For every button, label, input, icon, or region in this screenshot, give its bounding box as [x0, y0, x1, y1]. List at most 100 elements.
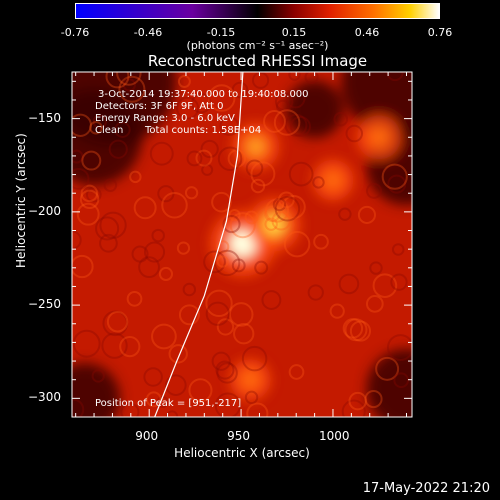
- texture-ring: [275, 99, 290, 114]
- texture-ring: [342, 318, 364, 339]
- y-axis-label: Heliocentric Y (arcsec): [14, 133, 28, 268]
- texture-ring: [254, 260, 269, 275]
- texture-ring: [272, 197, 287, 212]
- texture-ring: [264, 205, 281, 223]
- texture-ring: [216, 362, 238, 384]
- texture-ring: [105, 72, 130, 89]
- texture-ring: [114, 121, 131, 138]
- texture-ring: [131, 245, 149, 263]
- texture-ring: [349, 320, 372, 342]
- x-axis-label: Heliocentric X (arcsec): [174, 446, 310, 460]
- texture-ring: [143, 241, 166, 263]
- texture-ring: [129, 170, 142, 184]
- texture-ring: [338, 207, 352, 221]
- texture-ring: [244, 210, 259, 225]
- texture-ring: [95, 216, 120, 241]
- texture-ring: [274, 92, 294, 112]
- colorbar-tick-label: -0.76: [60, 26, 90, 39]
- texture-ring: [229, 212, 256, 239]
- texture-ring: [216, 255, 229, 268]
- texture-ring: [99, 211, 127, 239]
- texture-ring: [120, 402, 140, 417]
- texture-ring: [348, 391, 367, 411]
- dark-region: [72, 363, 121, 417]
- dark-region: [341, 72, 412, 138]
- texture-ring: [211, 191, 232, 213]
- texture-ring: [89, 120, 103, 135]
- texture-ring: [99, 233, 118, 253]
- texture-ring: [118, 75, 146, 103]
- texture-ring: [108, 139, 128, 159]
- colorbar-tick-label: 0.46: [354, 26, 380, 39]
- solar-limb-curve: [154, 72, 244, 417]
- texture-ring: [92, 114, 107, 129]
- texture-ring: [227, 149, 247, 168]
- texture-ring: [357, 205, 377, 224]
- texture-ring: [307, 284, 324, 301]
- texture-ring: [217, 146, 243, 171]
- texture-ring: [106, 311, 129, 333]
- plot-frame: [71, 71, 413, 418]
- source-blob: [245, 136, 267, 157]
- texture-ring: [184, 186, 199, 200]
- texture-ring: [251, 72, 270, 89]
- texture-ring: [151, 323, 177, 350]
- x-tick-label: 950: [227, 429, 250, 443]
- texture-ring: [126, 290, 143, 307]
- texture-ring: [273, 109, 301, 136]
- texture-ring: [176, 241, 191, 255]
- texture-ring: [178, 304, 200, 326]
- texture-ring: [215, 360, 235, 380]
- texture-ring: [122, 78, 137, 92]
- texture-ring: [176, 96, 200, 120]
- texture-ring: [103, 178, 118, 193]
- texture-ring: [390, 273, 408, 291]
- chart-title: Reconstructed RHESSI Image: [147, 52, 368, 70]
- texture-ring: [246, 402, 269, 417]
- texture-ring: [245, 159, 264, 178]
- texture-ring: [188, 378, 213, 403]
- texture-ring: [338, 273, 360, 295]
- texture-ring: [261, 290, 282, 310]
- dark-region: [285, 80, 344, 139]
- texture-ring: [203, 250, 226, 274]
- y-tick-label: −250: [28, 297, 61, 312]
- texture-ring: [165, 374, 187, 396]
- texture-ring: [228, 208, 241, 222]
- colorbar-tick-label: 0.15: [281, 26, 307, 39]
- texture-ring: [241, 345, 268, 372]
- texture-ring: [387, 174, 407, 194]
- colorbar: [75, 3, 440, 19]
- texture-ring: [85, 186, 102, 203]
- texture-ring: [158, 266, 174, 282]
- texture-ring: [101, 332, 128, 359]
- texture-ring: [274, 196, 301, 222]
- dark-region: [72, 89, 143, 186]
- texture-ring: [364, 389, 383, 409]
- texture-ring: [333, 111, 349, 127]
- texture-ring: [81, 150, 102, 171]
- dark-region: [366, 349, 412, 417]
- texture-ring: [264, 198, 290, 223]
- texture-ring: [372, 273, 398, 298]
- texture-ring: [231, 81, 249, 99]
- texture-ring: [386, 72, 404, 82]
- texture-ring: [201, 163, 214, 176]
- texture-ring: [284, 113, 308, 137]
- texture-ring: [200, 139, 219, 159]
- info-method: Clean: [95, 125, 124, 136]
- source-blob: [241, 370, 260, 389]
- texture-ring: [250, 161, 276, 187]
- texture-ring: [119, 336, 141, 358]
- colorbar-tick-label: -0.46: [133, 26, 163, 39]
- texture-ring: [219, 116, 240, 136]
- info-total-counts: Total counts: 1.58E+04: [145, 125, 262, 136]
- x-tick-label: 1000: [318, 429, 350, 443]
- texture-ring: [76, 202, 100, 226]
- texture-ring: [205, 301, 230, 326]
- texture-ring: [381, 163, 408, 190]
- texture-ring: [91, 369, 105, 383]
- texture-ring: [289, 116, 311, 137]
- texture-ring: [281, 195, 306, 220]
